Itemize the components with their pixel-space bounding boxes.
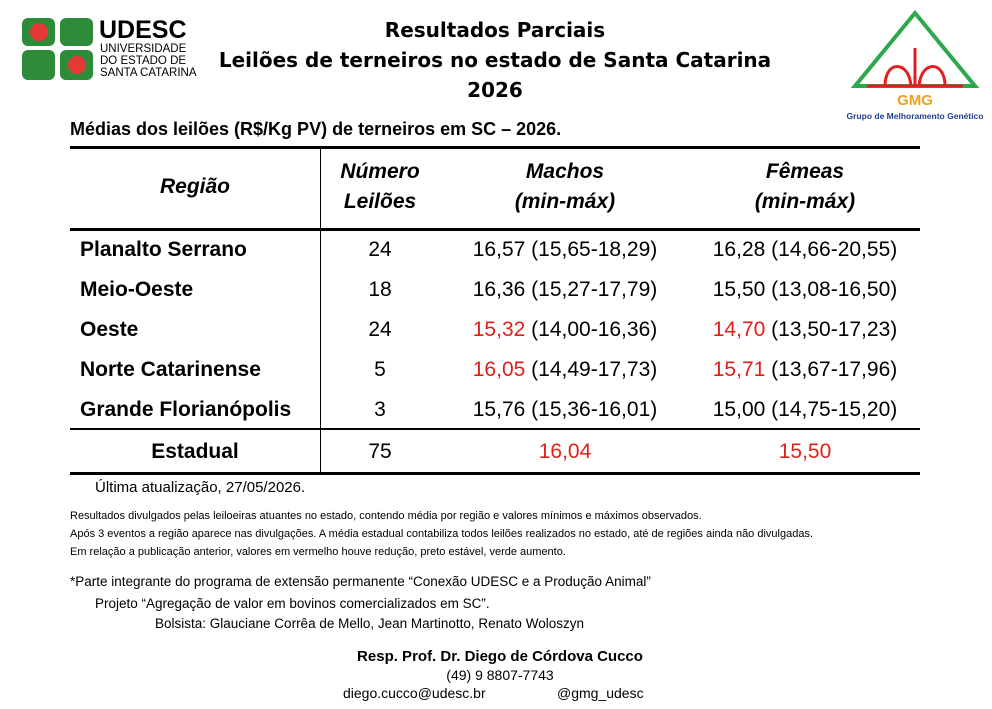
mean: 15,32: [472, 318, 526, 341]
rule: [70, 428, 920, 430]
mean: 16,04: [538, 440, 592, 463]
note: Resultados divulgados pelas leiloeiras a…: [70, 510, 702, 522]
count: 24: [368, 318, 392, 341]
region: Estadual: [151, 440, 239, 463]
note: Em relação a publicação anterior, valore…: [70, 546, 566, 558]
header-line: (min-máx): [514, 190, 616, 213]
udesc-line: SANTA CATARINA: [100, 67, 197, 79]
mean: 14,70: [712, 318, 766, 341]
header-line: Número: [340, 160, 420, 183]
mean: 16,05: [472, 358, 526, 381]
femeas-cell: 14,70 (13,50-17,23): [690, 310, 920, 350]
header-line: (min-máx): [754, 190, 856, 213]
count: 75: [368, 440, 392, 463]
machos-cell: 15,32 (14,00-16,36): [440, 310, 690, 350]
updated: Última atualização, 27/05/2026.: [95, 479, 306, 496]
region: Planalto Serrano: [80, 238, 247, 261]
contact-phone: (49) 9 8807-7743: [446, 667, 554, 683]
column-header: Fêmeas (min-máx): [690, 146, 920, 228]
column-header: Região: [70, 146, 320, 228]
region: Meio-Oeste: [80, 278, 194, 301]
mean: 15,76: [472, 398, 526, 421]
femeas-cell: 16,28 (14,66-20,55): [690, 230, 920, 270]
mean: 16,28: [712, 238, 766, 261]
udesc-line: UNIVERSIDADE: [100, 43, 187, 55]
count: 24: [368, 238, 392, 261]
header-line: Machos: [525, 160, 605, 183]
header-line: Leilões: [343, 190, 417, 213]
column-header: Número Leilões: [320, 146, 440, 228]
contact-name: Resp. Prof. Dr. Diego de Córdova Cucco: [357, 648, 643, 665]
rule: [70, 228, 920, 231]
range: (14,75-15,20): [771, 398, 898, 421]
machos-cell: 15,76 (15,36-16,01): [440, 390, 690, 430]
gmg-caption: Grupo de Melhoramento Genético: [847, 111, 984, 121]
subtitle: Médias dos leilões (R$/Kg PV) de terneir…: [70, 119, 562, 139]
table-row: Meio-Oeste 18 16,36 (15,27-17,79) 15,50 (13…: [70, 270, 920, 310]
gmg-logo: GMG Grupo de Melhoramento Genético: [847, 9, 984, 121]
credit: Bolsista: Glauciane Corrêa de Mello, Jea…: [155, 616, 584, 631]
femeas-cell: 15,71 (13,67-17,96): [690, 350, 920, 390]
range: (14,00-16,36): [531, 318, 658, 341]
table-row: Oeste 24 15,32 (14,00-16,36) 14,70 (13,50-1…: [70, 310, 920, 350]
header-line: Região: [159, 175, 230, 198]
title: 2026: [467, 78, 523, 102]
table-row: Norte Catarinense 5 16,05 (14,49-17,73) 15,…: [70, 350, 920, 390]
range: (15,36-16,01): [531, 398, 658, 421]
mean: 15,50: [712, 278, 766, 301]
count: 5: [374, 358, 386, 381]
udesc-logo: UDESC UNIVERSIDADE DO ESTADO DE SANTA CA…: [22, 16, 197, 80]
femeas-cell: 15,50 (13,08-16,50): [690, 270, 920, 310]
column-header: Machos (min-máx): [440, 146, 690, 228]
range: (14,66-20,55): [771, 238, 898, 261]
note: Após 3 eventos a região aparece nas divu…: [70, 528, 814, 540]
mean: 16,36: [472, 278, 526, 301]
mean: 15,00: [712, 398, 766, 421]
udesc-line: DO ESTADO DE: [100, 55, 186, 67]
machos-cell: 16,57 (15,65-18,29): [440, 230, 690, 270]
title: Resultados Parciais: [384, 18, 606, 42]
credit: Projeto “Agregação de valor em bovinos c…: [95, 596, 490, 611]
mean: 15,50: [778, 440, 832, 463]
mean: 15,71: [712, 358, 766, 381]
rule: [320, 146, 321, 474]
region: Norte Catarinense: [80, 358, 261, 381]
contact-email: diego.cucco@udesc.br: [343, 685, 486, 701]
credit: *Parte integrante do programa de extensã…: [70, 574, 651, 589]
machos-cell: 16,04: [440, 432, 690, 472]
contact-social: @gmg_udesc: [557, 685, 644, 701]
header-line: Fêmeas: [765, 160, 845, 183]
range: (13,67-17,96): [771, 358, 898, 381]
count: 18: [368, 278, 392, 301]
mean: 16,57: [472, 238, 526, 261]
femeas-cell: 15,00 (14,75-15,20): [690, 390, 920, 430]
range: (13,08-16,50): [771, 278, 898, 301]
range: (13,50-17,23): [771, 318, 898, 341]
femeas-cell: 15,50: [690, 432, 920, 472]
region: Grande Florianópolis: [80, 398, 292, 421]
range: (15,65-18,29): [531, 238, 658, 261]
table-row: Grande Florianópolis 3 15,76 (15,36-16,01)…: [70, 390, 920, 430]
udesc-name: UDESC: [99, 16, 187, 44]
table-row: Planalto Serrano 24 16,57 (15,65-18,29) 16,…: [70, 230, 920, 270]
count: 3: [374, 398, 386, 421]
rule: [70, 472, 920, 475]
range: (14,49-17,73): [531, 358, 658, 381]
region: Oeste: [80, 318, 139, 341]
gmg-name: GMG: [897, 92, 933, 109]
rule: [70, 146, 920, 149]
machos-cell: 16,36 (15,27-17,79): [440, 270, 690, 310]
title: Leilões de terneiros no estado de Santa …: [218, 48, 772, 72]
range: (15,27-17,79): [531, 278, 658, 301]
machos-cell: 16,05 (14,49-17,73): [440, 350, 690, 390]
total-row: Estadual 75 16,04 15,50: [70, 432, 920, 472]
